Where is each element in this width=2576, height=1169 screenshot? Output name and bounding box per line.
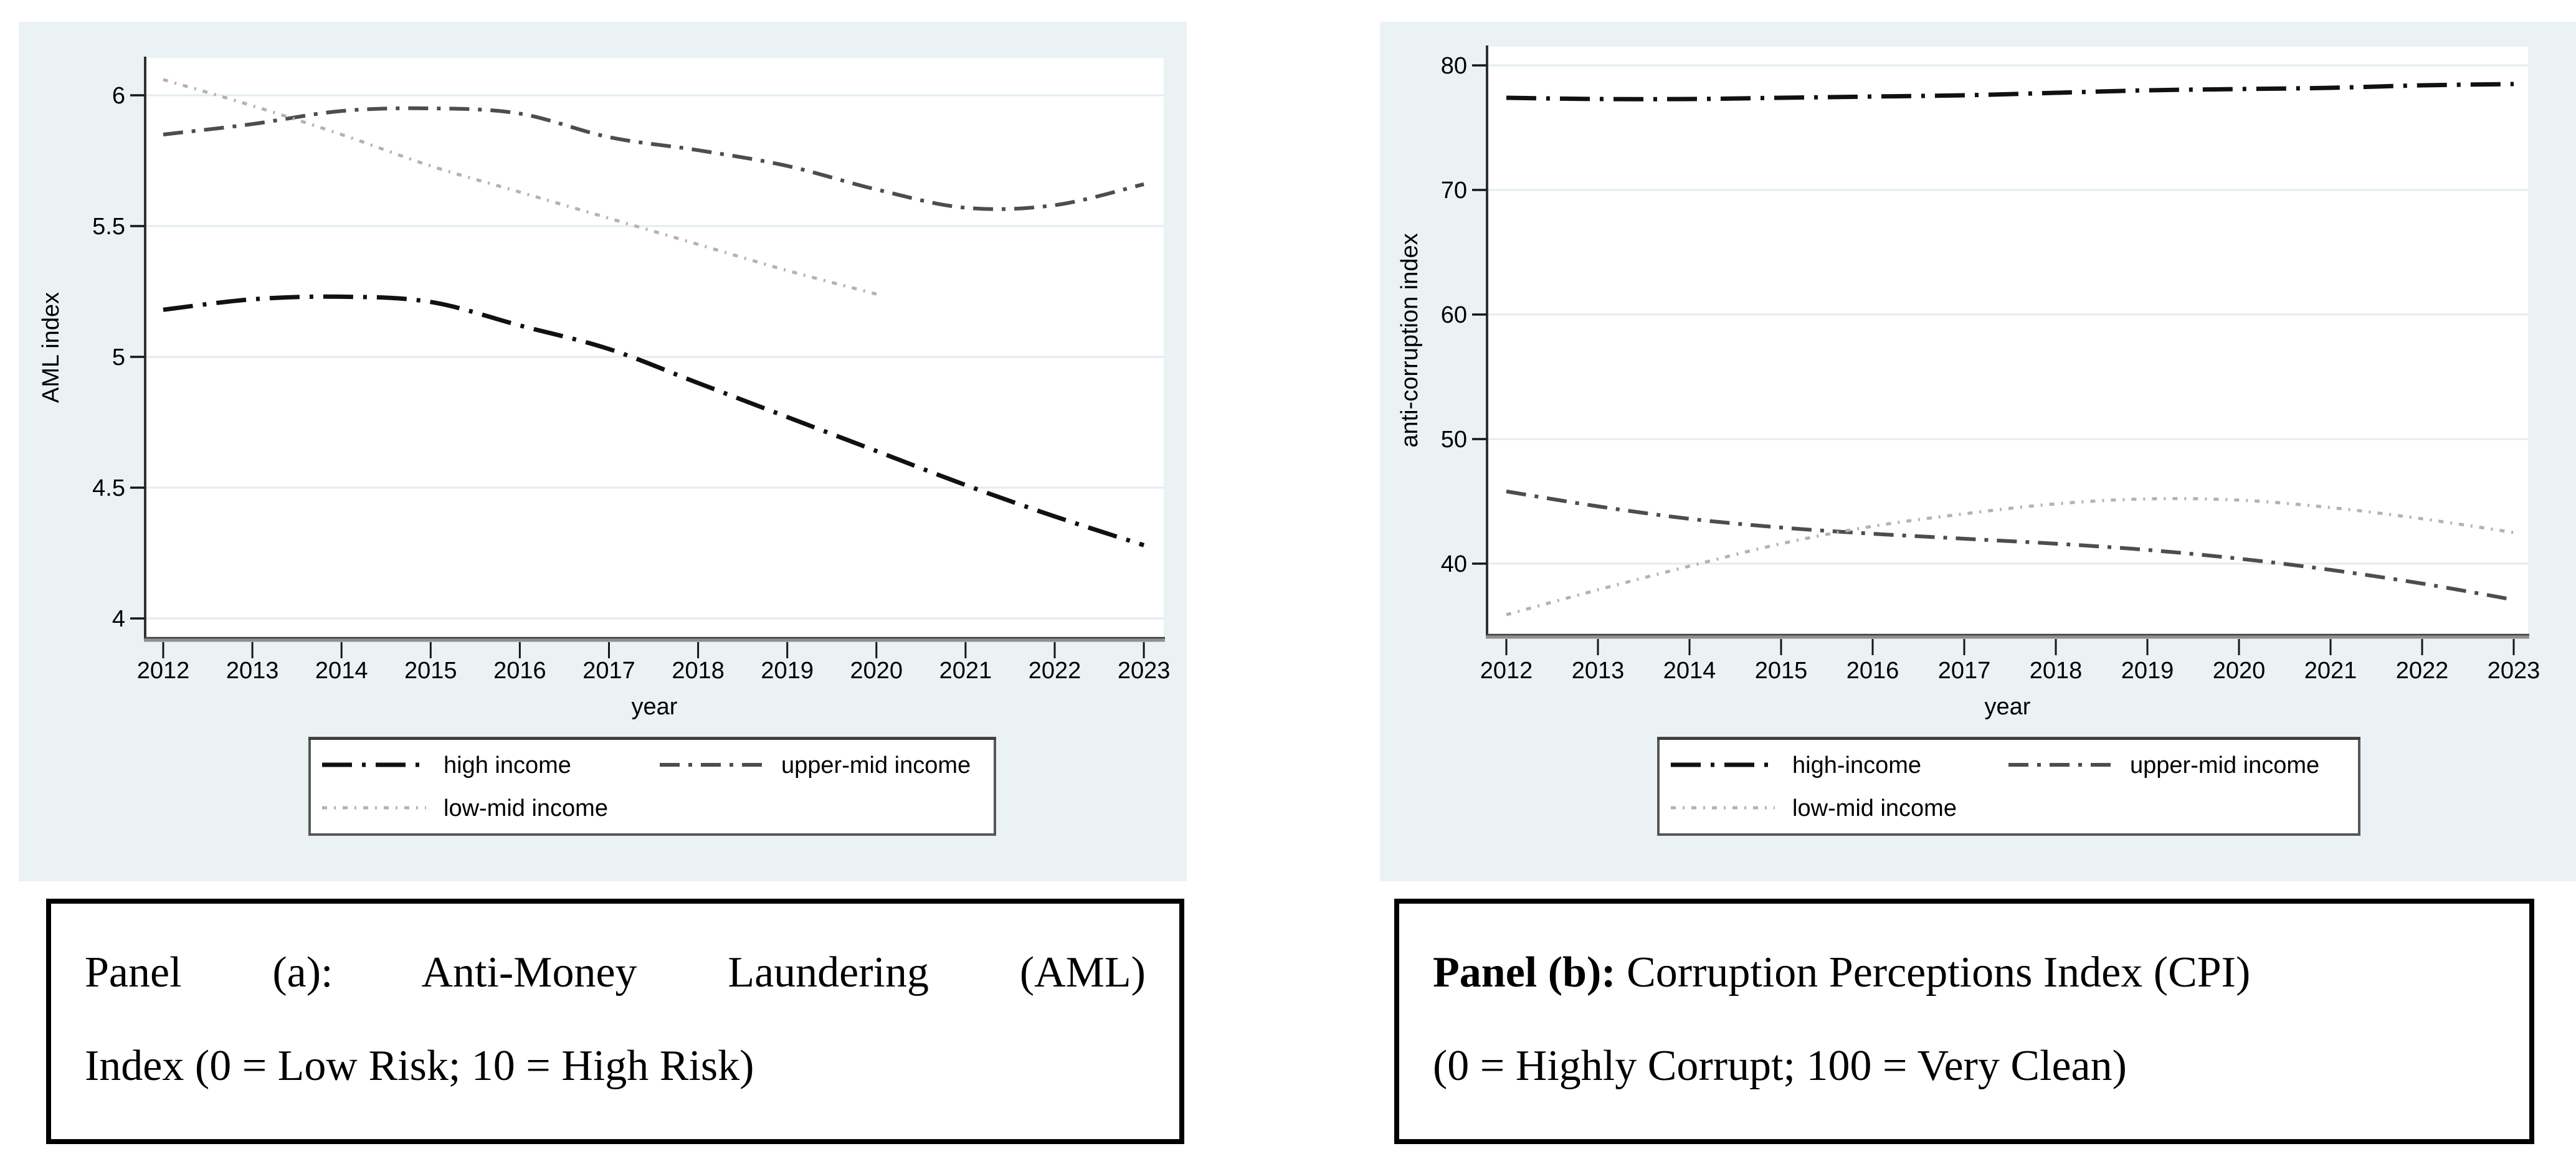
y-tick-label-80: 80 [1441, 53, 1467, 79]
x-axis-title: year [1985, 694, 2031, 720]
y-tick-label-4: 4 [112, 606, 125, 632]
caption-a-line1: Panel (a): Anti-Money Laundering (AML) [85, 926, 1146, 1020]
series-line-high-income [1506, 82, 2514, 102]
caption-b-line1-rest: Corruption Perceptions Index (CPI) [1615, 949, 2251, 996]
x-tick-label-2016: 2016 [1846, 658, 1899, 684]
y-tick-label-60: 60 [1441, 302, 1467, 328]
legend-label-low-mid-income: low-mid income [1792, 795, 1957, 821]
x-tick-label-2021: 2021 [2304, 658, 2357, 684]
series-line-high-income [163, 294, 1145, 547]
y-axis-title: AML index [38, 292, 64, 403]
x-tick-label-2022: 2022 [1029, 658, 1081, 684]
caption-b-lead: Panel (b): [1433, 949, 1616, 996]
caption-a-line2: Index (0 = Low Risk; 10 = High Risk) [85, 1042, 754, 1090]
aml-chart-svg: 4 4.5 5 5.5 6 2012 2013 2014 2015 2016 2017 2018 201… [38, 57, 1171, 836]
legend-label-upper-mid-income: upper-mid income [2130, 752, 2319, 779]
legend-label-high-income: high-income [1792, 752, 1921, 779]
legend-label-high-income: high income [444, 752, 571, 779]
x-tick-label-2017: 2017 [1938, 658, 1991, 684]
plot-area [1487, 47, 2528, 634]
series-line-upper-mid-income [1506, 490, 2514, 602]
x-tick-label-2018: 2018 [2030, 658, 2083, 684]
caption-a-lead: Panel (a): [85, 949, 333, 996]
x-tick-label-2013: 2013 [226, 658, 279, 684]
legend-label-low-mid-income: low-mid income [444, 795, 608, 821]
y-tick-label-50: 50 [1441, 427, 1467, 453]
x-tick-label-2022: 2022 [2396, 658, 2449, 684]
x-tick-label-2020: 2020 [2213, 658, 2266, 684]
x-tick-label-2019: 2019 [2121, 658, 2174, 684]
legend-label-upper-mid-income: upper-mid income [781, 752, 971, 779]
x-tick-label-2020: 2020 [850, 658, 903, 684]
legend-box [1657, 737, 2360, 836]
caption-panel-b: Panel (b): Corruption Perceptions Index … [1394, 899, 2534, 1144]
x-tick-label-2019: 2019 [761, 658, 814, 684]
y-tick-label-5: 5 [112, 344, 125, 371]
x-tick-label-2012: 2012 [1480, 658, 1533, 684]
x-tick-label-2015: 2015 [1755, 658, 1808, 684]
x-axis-title: year [632, 694, 678, 720]
caption-b-line2: (0 = Highly Corrupt; 100 = Very Clean) [1433, 1042, 2127, 1090]
series-line-low-mid-income [163, 78, 877, 296]
caption-panel-a: Panel (a): Anti-Money Laundering (AML) I… [46, 899, 1184, 1144]
y-tick-label-4.5: 4.5 [92, 475, 125, 501]
x-tick-label-2021: 2021 [939, 658, 992, 684]
chart-panel-cpi: 40 50 60 70 80 2012 2013 2014 2015 2016 2017 2018 20… [1380, 22, 2576, 881]
x-tick-label-2013: 2013 [1572, 658, 1625, 684]
plot-area [145, 58, 1164, 637]
x-tick-label-2023: 2023 [2488, 658, 2540, 684]
x-tick-label-2023: 2023 [1118, 658, 1171, 684]
cpi-chart-svg: 40 50 60 70 80 2012 2013 2014 2015 2016 2017 2018 20… [1397, 45, 2540, 836]
x-tick-label-2014: 2014 [1663, 658, 1716, 684]
x-tick-label-2015: 2015 [404, 658, 457, 684]
x-tick-label-2014: 2014 [315, 658, 368, 684]
x-tick-label-2018: 2018 [672, 658, 725, 684]
y-tick-label-5.5: 5.5 [92, 214, 125, 240]
x-tick-label-2012: 2012 [137, 658, 190, 684]
x-tick-label-2016: 2016 [493, 658, 546, 684]
y-tick-label-40: 40 [1441, 551, 1467, 577]
y-axis-title: anti-corruption index [1397, 233, 1423, 447]
caption-b-line1: Panel (b): Corruption Perceptions Index … [1433, 926, 2496, 1020]
series-line-upper-mid-income [163, 106, 1144, 211]
chart-panel-aml: 4 4.5 5 5.5 6 2012 2013 2014 2015 2016 2017 2018 201… [19, 22, 1187, 881]
y-tick-label-6: 6 [112, 83, 125, 109]
caption-a-line1-rest: Anti-Money Laundering (AML) [333, 949, 1146, 996]
x-tick-label-2017: 2017 [582, 658, 635, 684]
y-tick-label-70: 70 [1441, 177, 1467, 204]
series-line-low-mid-income [1506, 497, 2514, 617]
